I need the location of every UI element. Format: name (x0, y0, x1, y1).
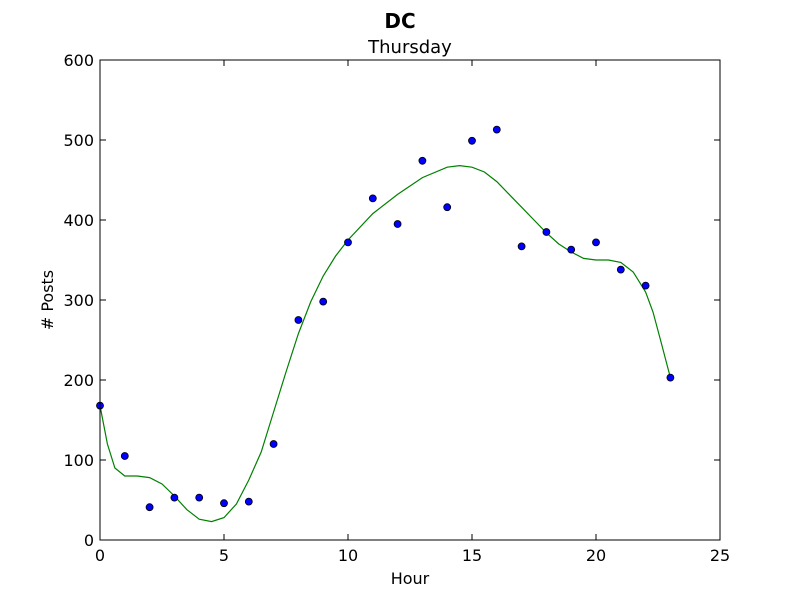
chart-title: Thursday (367, 37, 452, 58)
y-tick-label: 0 (84, 531, 94, 550)
data-point (145, 503, 154, 512)
data-point (492, 125, 501, 134)
data-point (170, 493, 179, 502)
data-point (641, 281, 650, 290)
x-tick-label: 20 (586, 546, 606, 565)
y-tick-label: 100 (63, 451, 94, 470)
data-point (542, 228, 551, 236)
plot-area (96, 125, 675, 523)
axis-ticks: 0 5 10 15 20 25 0 100 200 300 400 500 600 (63, 51, 730, 565)
x-tick-label: 5 (219, 546, 229, 565)
data-point (244, 497, 253, 506)
data-point (269, 440, 278, 448)
data-point (616, 265, 625, 274)
y-tick-label: 300 (63, 291, 94, 310)
data-point (120, 452, 129, 460)
x-tick-label: 0 (95, 546, 105, 565)
x-tick-label: 25 (710, 546, 730, 565)
data-point (468, 136, 476, 145)
fit-line (99, 164, 671, 523)
data-point (666, 373, 675, 382)
data-point (443, 203, 452, 212)
y-tick-label: 500 (63, 131, 94, 150)
data-point (567, 245, 576, 254)
axes-frame (99, 59, 721, 541)
data-point (319, 297, 328, 306)
y-axis-label: # Posts (38, 270, 57, 330)
data-point (393, 220, 402, 228)
data-point (418, 156, 427, 165)
data-point (517, 242, 526, 251)
x-tick-label: 15 (462, 546, 482, 565)
y-tick-label: 400 (63, 211, 94, 230)
data-point (592, 238, 600, 247)
data-point (368, 194, 377, 203)
data-point (195, 493, 204, 502)
data-point (220, 499, 228, 508)
x-axis-label: Hour (391, 569, 430, 588)
x-tick-label: 10 (338, 546, 358, 565)
data-point (344, 238, 352, 247)
data-point (294, 316, 303, 324)
chart-suptitle: DC (384, 9, 415, 33)
y-tick-label: 600 (63, 51, 94, 70)
y-tick-label: 200 (63, 371, 94, 390)
